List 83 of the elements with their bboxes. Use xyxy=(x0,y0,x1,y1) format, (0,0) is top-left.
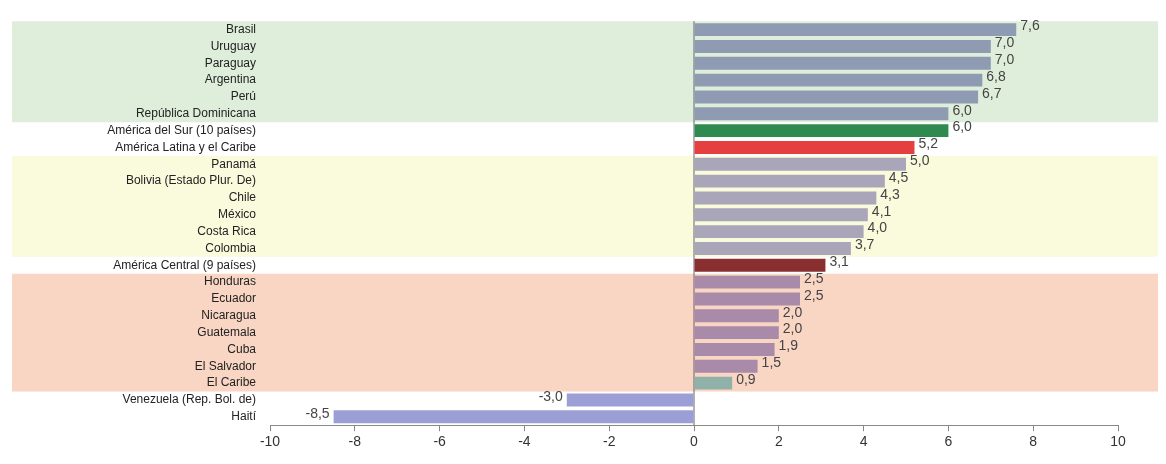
data-label: 2,0 xyxy=(782,320,803,337)
data-label: 7,0 xyxy=(994,51,1015,68)
bar xyxy=(694,157,906,171)
bar xyxy=(694,191,877,205)
y-tick-label: Paraguay xyxy=(204,55,256,70)
data-label: 3,1 xyxy=(829,253,850,270)
bar xyxy=(694,242,851,255)
bar xyxy=(694,141,915,154)
y-tick-label: Costa Rica xyxy=(197,223,257,238)
bar xyxy=(694,124,949,138)
data-label: 5,2 xyxy=(918,135,939,152)
data-label: 3,7 xyxy=(854,236,875,253)
bar xyxy=(694,275,800,289)
data-label: 4,5 xyxy=(888,168,909,185)
y-tick-label: América del Sur (10 países) xyxy=(107,122,256,137)
x-tick-label: 8 xyxy=(1029,433,1038,450)
bar xyxy=(694,208,868,222)
y-tick-label: Haití xyxy=(231,409,257,424)
y-tick-label: América Latina y el Caribe xyxy=(115,139,257,154)
y-tick-label: Nicaragua xyxy=(201,308,257,323)
data-label: -3,0 xyxy=(538,387,564,404)
data-label: 1,9 xyxy=(778,337,799,354)
y-tick-label: Ecuador xyxy=(211,291,256,306)
x-tick-label: -2 xyxy=(602,433,616,450)
bar xyxy=(694,292,800,306)
data-label: -8,5 xyxy=(305,404,330,421)
bar xyxy=(694,23,1017,37)
data-label: 6,8 xyxy=(986,67,1006,84)
y-tick-label: República Dominicana xyxy=(135,106,257,121)
data-label: 2,5 xyxy=(804,286,824,303)
x-tick-label: -10 xyxy=(259,433,281,450)
y-tick-label: Brasil xyxy=(225,21,256,36)
x-tick-label: -6 xyxy=(433,433,447,450)
x-tick-label: -4 xyxy=(518,433,531,450)
y-tick-label: Honduras xyxy=(203,274,256,289)
bar xyxy=(694,258,826,272)
data-label: 2,5 xyxy=(804,269,824,286)
y-tick-label: Perú xyxy=(230,89,256,104)
x-tick-label: 4 xyxy=(859,433,868,450)
bar xyxy=(694,90,979,104)
bar xyxy=(694,107,949,121)
y-tick-label: Guatemala xyxy=(197,324,257,339)
bar xyxy=(694,359,758,373)
bar xyxy=(566,393,694,407)
data-label: 7,0 xyxy=(994,34,1015,51)
x-tick-label: 10 xyxy=(1110,433,1126,450)
y-tick-label: Panamá xyxy=(211,156,257,171)
y-tick-label: El Caribe xyxy=(206,375,257,390)
data-label: 2,0 xyxy=(782,303,803,320)
bar xyxy=(694,343,775,356)
bar xyxy=(694,225,864,239)
y-tick-label: Argentina xyxy=(204,72,257,87)
x-tick-label: 2 xyxy=(774,433,783,450)
data-label: 0,9 xyxy=(736,370,756,387)
data-label: 6,7 xyxy=(982,84,1002,101)
bar xyxy=(694,376,733,390)
bar xyxy=(694,309,779,323)
y-tick-label: Venezuela (Rep. Bol. de) xyxy=(122,392,256,407)
x-tick-label: -8 xyxy=(348,433,362,450)
data-label: 7,6 xyxy=(1020,17,1040,34)
bar xyxy=(694,56,991,70)
data-label: 4,3 xyxy=(880,185,900,202)
data-label: 6,0 xyxy=(952,118,973,135)
y-tick-label: México xyxy=(217,207,257,222)
bar xyxy=(333,410,694,424)
data-label: 6,0 xyxy=(952,101,973,118)
bar xyxy=(694,326,779,340)
y-tick-label: Uruguay xyxy=(210,38,256,53)
data-label: 1,5 xyxy=(761,354,782,371)
data-label: 4,0 xyxy=(867,219,888,236)
bar xyxy=(694,73,983,87)
x-tick-label: 6 xyxy=(944,433,953,450)
y-tick-label: Colombia xyxy=(205,240,257,255)
data-label: 5,0 xyxy=(910,152,930,169)
y-tick-label: América Central (9 países) xyxy=(113,257,256,272)
bar xyxy=(694,40,991,53)
y-tick-label: El Salvador xyxy=(194,358,256,373)
x-tick-label: 0 xyxy=(690,433,699,450)
bar xyxy=(694,174,885,188)
data-label: 4,1 xyxy=(871,202,892,219)
y-tick-label: Chile xyxy=(228,190,257,205)
y-tick-label: Cuba xyxy=(227,341,257,356)
y-tick-label: Bolivia (Estado Plur. De) xyxy=(125,173,256,188)
